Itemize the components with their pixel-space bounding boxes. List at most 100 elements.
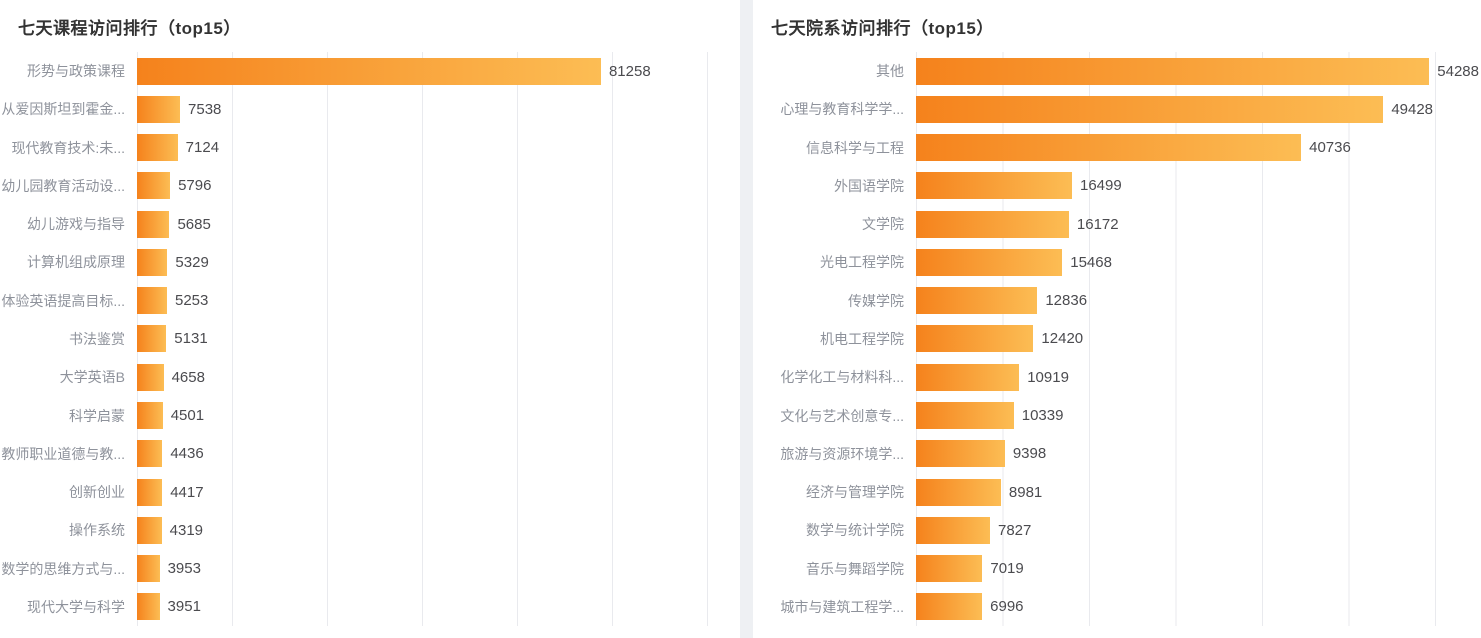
bar-row: 体验英语提高目标... 5253 <box>0 282 740 320</box>
bar[interactable] <box>916 134 1302 162</box>
value-label: 6996 <box>990 598 1024 616</box>
bar-track: 6996 <box>916 588 1436 626</box>
bar[interactable] <box>916 287 1038 315</box>
bar-row: 外国语学院 16499 <box>753 167 1481 205</box>
value-label: 49428 <box>1391 100 1434 118</box>
bar-row: 创新创业 4417 <box>0 473 740 511</box>
bar[interactable] <box>137 402 163 430</box>
bar[interactable] <box>916 440 1005 468</box>
bar-row: 教师职业道德与教... 4436 <box>0 435 740 473</box>
value-label: 4658 <box>171 368 205 386</box>
bar[interactable] <box>916 172 1072 200</box>
bar-row: 旅游与资源环境学... 9398 <box>753 435 1481 473</box>
bar-track: 7019 <box>916 549 1436 587</box>
bar[interactable] <box>137 287 167 315</box>
bar-track: 5329 <box>137 243 708 281</box>
bar[interactable] <box>137 172 171 200</box>
category-label: 经济与管理学院 <box>806 484 904 501</box>
bar-track: 4658 <box>137 358 708 396</box>
bar[interactable] <box>916 57 1430 85</box>
bar[interactable] <box>137 57 601 85</box>
category-label: 城市与建筑工程学... <box>780 598 904 615</box>
value-label: 10339 <box>1021 407 1064 425</box>
category-label: 传媒学院 <box>848 292 904 309</box>
category-label: 大学英语B <box>59 369 125 386</box>
bar-row: 数学的思维方式与... 3953 <box>0 549 740 587</box>
bar-track: 5131 <box>137 320 708 358</box>
chart-area: 形势与政策课程 81258 从爱因斯坦到霍金... 7538 现代教育技术:未... 71… <box>0 52 740 626</box>
department-ranking-panel: 七天院系访问排行（top15） 其他 54288 心理与教育科学学... 49428 信… <box>753 0 1481 638</box>
bar-track: 7124 <box>137 129 708 167</box>
bar-row: 现代教育技术:未... 7124 <box>0 129 740 167</box>
bar-track: 16172 <box>916 205 1436 243</box>
bar[interactable] <box>916 516 990 544</box>
category-label: 体验英语提高目标... <box>1 292 125 309</box>
category-label: 书法鉴赏 <box>69 330 125 347</box>
category-label: 音乐与舞蹈学院 <box>806 560 904 577</box>
bar-row: 大学英语B 4658 <box>0 358 740 396</box>
value-label: 10919 <box>1027 368 1069 386</box>
bar-row: 经济与管理学院 8981 <box>753 473 1481 511</box>
category-label: 现代大学与科学 <box>27 598 125 615</box>
bar[interactable] <box>137 210 170 238</box>
bar-track: 49428 <box>916 90 1436 128</box>
bar-row: 幼儿园教育活动设... 5796 <box>0 167 740 205</box>
bar-row: 现代大学与科学 3951 <box>0 588 740 626</box>
bar-track: 9398 <box>916 435 1436 473</box>
category-label: 旅游与资源环境学... <box>780 445 904 462</box>
bar-row: 机电工程学院 12420 <box>753 320 1481 358</box>
bar-track: 3953 <box>137 549 708 587</box>
category-label: 信息科学与工程 <box>806 139 904 156</box>
value-label: 16499 <box>1079 177 1122 195</box>
bar[interactable] <box>916 248 1063 276</box>
bar[interactable] <box>137 248 168 276</box>
bar[interactable] <box>137 134 178 162</box>
value-label: 5131 <box>174 330 208 348</box>
bar-track: 5796 <box>137 167 708 205</box>
bar-track: 4436 <box>137 435 708 473</box>
category-label: 数学与统计学院 <box>806 522 904 539</box>
value-label: 40736 <box>1309 139 1351 157</box>
category-label: 形势与政策课程 <box>27 63 125 80</box>
bar[interactable] <box>916 363 1020 391</box>
bar[interactable] <box>137 95 181 123</box>
value-label: 5796 <box>178 177 212 195</box>
category-label: 其他 <box>876 63 904 80</box>
bar-row: 文学院 16172 <box>753 205 1481 243</box>
value-label: 7827 <box>998 521 1032 539</box>
bar-track: 8981 <box>916 473 1436 511</box>
bar-track: 15468 <box>916 243 1436 281</box>
bar[interactable] <box>137 516 162 544</box>
category-label: 计算机组成原理 <box>27 254 125 271</box>
bar[interactable] <box>137 363 164 391</box>
bar[interactable] <box>137 593 160 621</box>
category-label: 心理与教育科学学... <box>780 101 904 118</box>
bar[interactable] <box>916 210 1069 238</box>
value-label: 7124 <box>185 139 220 157</box>
bar[interactable] <box>916 555 983 583</box>
bar-track: 54288 <box>916 52 1479 90</box>
category-label: 文化与艺术创意专... <box>780 407 904 424</box>
bar[interactable] <box>916 478 1001 506</box>
bar-track: 7827 <box>916 511 1436 549</box>
value-label: 4436 <box>170 445 204 463</box>
value-label: 4319 <box>169 521 204 539</box>
bar[interactable] <box>916 402 1014 430</box>
bar-row: 信息科学与工程 40736 <box>753 129 1481 167</box>
bar-row: 城市与建筑工程学... 6996 <box>753 588 1481 626</box>
bar[interactable] <box>916 325 1034 353</box>
bar[interactable] <box>137 478 163 506</box>
value-label: 81258 <box>608 62 651 80</box>
panel-divider <box>740 0 753 638</box>
bar[interactable] <box>137 555 160 583</box>
bar[interactable] <box>916 593 983 621</box>
category-label: 教师职业道德与教... <box>1 445 125 462</box>
bar-row: 文化与艺术创意专... 10339 <box>753 396 1481 434</box>
bar-track: 4319 <box>137 511 708 549</box>
category-label: 化学化工与材料科... <box>780 369 904 386</box>
bar[interactable] <box>916 95 1384 123</box>
value-label: 12836 <box>1045 292 1088 310</box>
bar[interactable] <box>137 440 163 468</box>
chart-area: 其他 54288 心理与教育科学学... 49428 信息科学与工程 40736 外国语学院… <box>753 52 1481 626</box>
bar[interactable] <box>137 325 167 353</box>
